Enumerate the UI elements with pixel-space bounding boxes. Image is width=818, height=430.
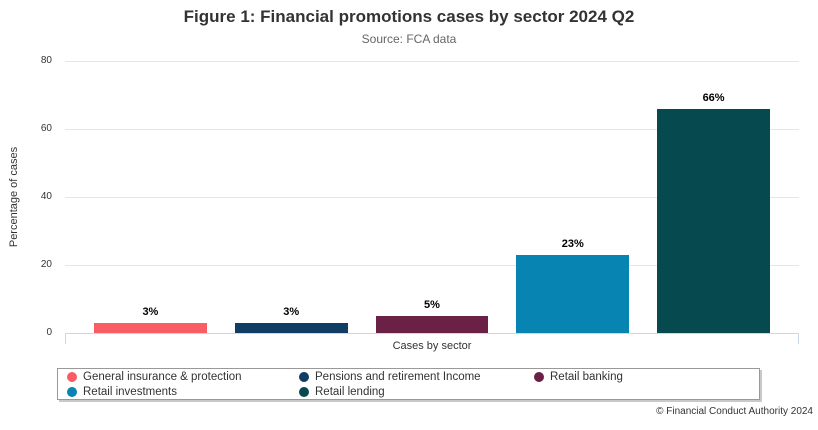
y-tick-label-40: 40 xyxy=(40,191,52,202)
bar-slot-retail-investments: 23% xyxy=(502,61,643,333)
legend-item-label: Retail lending xyxy=(315,385,385,398)
legend-item-label: Retail banking xyxy=(550,370,623,383)
bar-value-label: 5% xyxy=(424,299,440,311)
y-tick-label-80: 80 xyxy=(40,55,52,66)
bar-value-label: 3% xyxy=(283,305,300,318)
legend-item-retail-investments[interactable]: Retail investments xyxy=(67,386,299,398)
bar-value-label: 3% xyxy=(142,305,159,318)
gridline-80 xyxy=(65,61,799,62)
credits: © Financial Conduct Authority 2024 xyxy=(656,406,813,417)
bar-retail-investments[interactable] xyxy=(516,254,630,333)
legend-item-label: General insurance & protection xyxy=(83,370,242,383)
legend-marker-icon xyxy=(534,371,544,382)
bar-retail-lending[interactable] xyxy=(657,108,770,333)
legend-item-label: Retail investments xyxy=(83,385,177,398)
bar-slot-general-insurance-protection: 3% xyxy=(80,61,221,333)
chart-title: Figure 1: Financial promotions cases by … xyxy=(183,7,635,26)
y-tick-label-0: 0 xyxy=(46,327,52,338)
x-axis-left-tick xyxy=(65,333,66,344)
gridline-40 xyxy=(65,197,799,198)
legend-marker-icon xyxy=(67,371,77,382)
legend-item-pensions-and-retirement-income[interactable]: Pensions and retirement Income xyxy=(299,371,534,383)
gridline-20 xyxy=(65,265,799,266)
legend: General insurance & protection Pensions a… xyxy=(57,368,760,400)
bar-slot-pensions-and-retirement-income: 3% xyxy=(221,61,362,333)
bar-value-label: 23% xyxy=(561,237,584,250)
bar-retail-banking[interactable] xyxy=(375,316,489,333)
bar-slot-retail-banking: 5% xyxy=(362,61,503,333)
y-tick-label-60: 60 xyxy=(40,123,52,134)
legend-item-label: Pensions and retirement Income xyxy=(315,370,481,383)
bar-general-insurance-protection[interactable] xyxy=(94,322,207,333)
plot-area: 3% 3% 5% 23% 66% xyxy=(65,61,799,344)
bar-pensions-and-retirement-income[interactable] xyxy=(234,322,348,333)
legend-marker-icon xyxy=(299,371,309,382)
legend-marker-icon xyxy=(67,386,77,397)
gridline-60 xyxy=(65,129,799,130)
x-axis-title: Cases by sector xyxy=(392,340,472,352)
chart-subtitle: Source: FCA data xyxy=(361,32,457,46)
x-axis-right-tick xyxy=(798,333,799,344)
bars-group: 3% 3% 5% 23% 66% xyxy=(80,61,784,333)
legend-item-retail-lending[interactable]: Retail lending xyxy=(299,386,534,398)
bar-value-label: 66% xyxy=(702,91,725,104)
legend-item-general-insurance-protection[interactable]: General insurance & protection xyxy=(67,371,299,383)
legend-item-retail-banking[interactable]: Retail banking xyxy=(534,371,759,383)
y-tick-label-20: 20 xyxy=(40,259,52,270)
legend-marker-icon xyxy=(299,386,309,397)
bar-slot-retail-lending: 66% xyxy=(643,61,784,333)
